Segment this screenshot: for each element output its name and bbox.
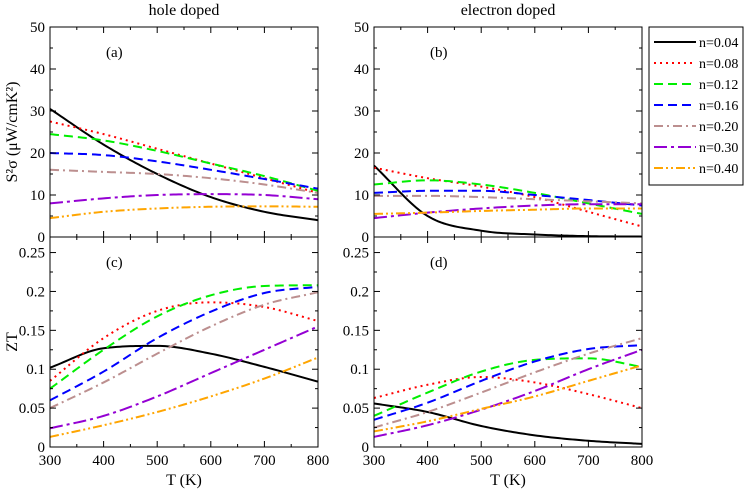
series-line-n-0_16-panel-c	[50, 285, 318, 402]
x-tick-label: 300	[363, 453, 386, 469]
y-tick-label: 0	[38, 230, 46, 246]
y-tick-label: 50	[30, 20, 45, 36]
legend-label: n=0.04	[699, 36, 738, 51]
series-line-n-0_04-panel-d	[374, 402, 642, 445]
series-line-n-0_08-panel-c	[50, 301, 318, 382]
x-tick-label: 700	[253, 453, 276, 469]
panel-b: 0 10 20 30 40 50 (b)	[354, 20, 643, 246]
legend-label: n=0.40	[699, 162, 738, 177]
legend-label: n=0.16	[699, 99, 738, 114]
y-tick-label: 0.05	[19, 401, 45, 417]
y-tick-label: 10	[354, 188, 369, 204]
y-tick-label: 20	[354, 146, 369, 162]
y-tick-label: 0.1	[350, 362, 369, 378]
series-line-n-0_12-panel-a	[50, 133, 318, 192]
series-line-n-0_04-panel-b	[374, 164, 642, 237]
series-line-n-0_40-panel-a	[50, 205, 318, 220]
series-line-n-0_16-panel-a	[50, 152, 318, 190]
series-line-n-0_20-panel-a	[50, 168, 318, 194]
y-tick-label: 0.2	[26, 284, 45, 300]
y-tick-label: 40	[354, 62, 369, 78]
y-tick-label: 0.1	[26, 362, 45, 378]
series-line-n-0_30-panel-b	[374, 203, 642, 220]
legend: n=0.04 n=0.08 n=0.12 n=0.16 n=0.20 n=0.30 n=0.…	[648, 26, 744, 186]
legend-label: n=0.08	[699, 57, 738, 72]
panel-d: 300 400 500 600 700 800 0 0.05 0.1 0.15 0.2 0.25 (d)	[343, 236, 654, 469]
y-axis-label: S²σ (μW/cmK²)	[4, 82, 21, 183]
series-line-n-0_20-panel-c	[50, 291, 318, 410]
series-line-n-0_16-panel-b	[374, 189, 642, 207]
legend-box	[648, 26, 744, 186]
series-line-n-0_20-panel-b	[374, 194, 642, 205]
legend-label: n=0.30	[699, 141, 738, 156]
panel-label: (a)	[106, 45, 123, 61]
series-line-n-0_20-panel-d	[374, 337, 642, 429]
x-tick-label: 600	[524, 453, 547, 469]
y-tick-label: 0	[38, 440, 46, 456]
legend-label: n=0.20	[699, 120, 738, 135]
y-tick-label: 30	[354, 104, 369, 120]
panel-a: 0 10 20 30 40 50 (a) S²σ (μW/cmK²)	[4, 20, 319, 246]
y-tick-label: 50	[354, 20, 369, 36]
series-line-n-0_08-panel-b	[374, 166, 642, 228]
column-title: electron doped	[461, 2, 556, 19]
series-group	[50, 284, 318, 438]
series-line-n-0_30-panel-a	[50, 193, 318, 205]
panel-label: (c)	[106, 255, 123, 271]
y-axis-label: ZT	[4, 332, 21, 352]
y-tick-label: 0.2	[350, 284, 369, 300]
series-line-n-0_08-panel-a	[50, 120, 318, 194]
y-tick-label: 0	[362, 230, 370, 246]
y-tick-label: 10	[30, 188, 45, 204]
x-axis-label: T (K)	[490, 472, 526, 489]
series-line-n-0_12-panel-c	[50, 284, 318, 390]
panel-frame	[49, 236, 319, 448]
series-line-n-0_12-panel-d	[374, 357, 642, 417]
column-title: hole doped	[149, 2, 220, 19]
series-line-n-0_04-panel-c	[50, 344, 318, 383]
y-tick-label: 30	[30, 104, 45, 120]
x-tick-label: 500	[146, 453, 169, 469]
series-group	[374, 164, 642, 237]
panel-label: (d)	[430, 255, 448, 271]
x-axis-label: T (K)	[166, 472, 202, 489]
series-line-n-0_16-panel-d	[374, 344, 642, 421]
legend-label: n=0.12	[699, 78, 738, 93]
x-tick-label: 400	[92, 453, 115, 469]
y-tick-label: 0.15	[19, 323, 45, 339]
y-tick-label: 0.15	[343, 323, 369, 339]
x-tick-label: 400	[416, 453, 439, 469]
y-tick-label: 0.25	[19, 246, 45, 262]
series-line-n-0_40-panel-c	[50, 356, 318, 438]
x-tick-label: 800	[307, 453, 330, 469]
x-tick-label: 500	[470, 453, 493, 469]
panel-c: 300 400 500 600 700 800 0 0.05 0.1 0.15 0.2 0.25 (c)…	[4, 236, 330, 469]
series-line-n-0_40-panel-d	[374, 364, 642, 433]
y-tick-label: 0	[362, 440, 370, 456]
series-group	[374, 337, 642, 445]
x-tick-label: 600	[200, 453, 223, 469]
y-tick-label: 0.05	[343, 401, 369, 417]
series-group	[50, 108, 318, 222]
x-tick-label: 800	[631, 453, 654, 469]
series-line-n-0_30-panel-c	[50, 325, 318, 430]
y-tick-label: 20	[30, 146, 45, 162]
panel-label: (b)	[430, 45, 448, 61]
x-tick-label: 300	[39, 453, 62, 469]
x-tick-label: 700	[577, 453, 600, 469]
y-tick-label: 0.25	[343, 246, 369, 262]
series-line-n-0_40-panel-b	[374, 207, 642, 215]
series-line-n-0_30-panel-d	[374, 348, 642, 438]
y-tick-label: 40	[30, 62, 45, 78]
